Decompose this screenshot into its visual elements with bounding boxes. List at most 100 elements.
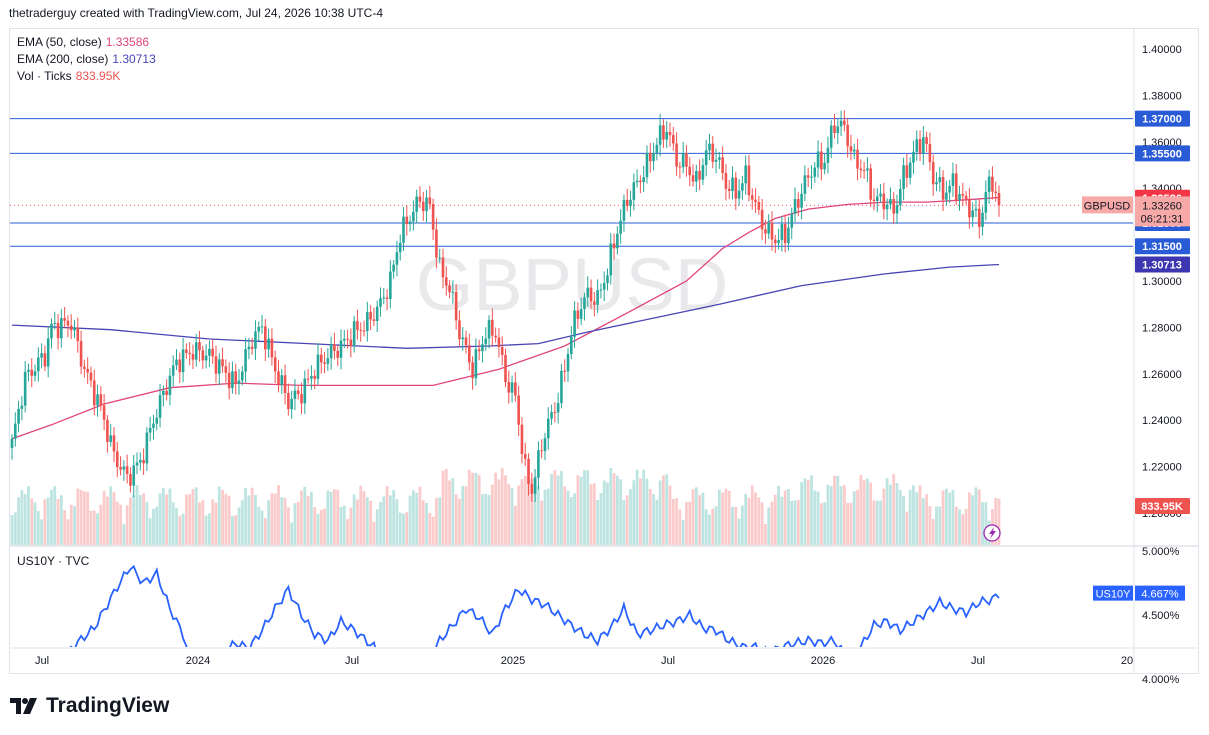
candle-body [247, 346, 251, 350]
candle-body [760, 209, 764, 230]
candle-body [527, 458, 530, 484]
volume-bar [438, 497, 442, 545]
legend-volume[interactable]: Vol · Ticks 833.95K [17, 69, 120, 83]
candle-body [181, 349, 185, 373]
volume-bar [793, 500, 797, 545]
volume-bar [481, 494, 484, 545]
volume-bar [490, 484, 494, 545]
candle-body [296, 390, 300, 395]
volume-bar [296, 501, 300, 545]
candle-body [616, 233, 619, 249]
symbol-watermark: GBPUSD [416, 243, 729, 326]
legend-us10y[interactable]: US10Y · TVC [17, 554, 89, 568]
volume-bar [425, 502, 428, 545]
candle-body [550, 412, 553, 419]
volume-bar [668, 485, 672, 545]
volume-bar [997, 498, 1001, 545]
candle-body [922, 137, 925, 154]
candle-body [264, 326, 267, 350]
candle-body [685, 153, 688, 167]
candle-body [471, 362, 474, 379]
legend-ema200[interactable]: EMA (200, close) 1.30713 [17, 52, 156, 66]
candle-body [73, 327, 76, 331]
volume-bar [750, 485, 754, 545]
candle-body [27, 369, 30, 372]
candle-body [625, 199, 629, 207]
volume-bar [181, 513, 185, 545]
candle-body [464, 337, 468, 346]
volume-bar [550, 473, 553, 545]
candle-body [418, 196, 422, 202]
candle-body [981, 212, 984, 227]
volume-bar [803, 478, 807, 545]
candle-body [162, 390, 165, 395]
candle-body [678, 166, 682, 168]
candle-body [319, 354, 323, 363]
volume-bar [155, 506, 159, 545]
candle-body [369, 312, 372, 320]
candle-body [132, 465, 136, 486]
volume-bar [260, 510, 264, 545]
volume-bar [431, 516, 435, 545]
candle-body [652, 152, 655, 162]
volume-bar [441, 470, 445, 545]
volume-bar [280, 497, 284, 545]
volume-bar [109, 486, 113, 545]
candle-body [987, 176, 991, 193]
volume-bar [513, 505, 517, 545]
candle-body [737, 190, 741, 199]
volume-bar [645, 478, 649, 545]
volume-bar [859, 474, 863, 545]
volume-bar [145, 502, 149, 545]
price-tick: 1.26000 [1142, 369, 1182, 381]
volume-bar [46, 497, 50, 545]
volume-bar [444, 468, 448, 545]
us10y-pane[interactable]: 5.000% 4.500% 4.000% US10Y 4.667% [12, 546, 1185, 688]
candle-body [540, 450, 543, 452]
candle-body [783, 223, 787, 244]
candle-body [119, 467, 122, 470]
price-tick: 1.28000 [1142, 322, 1182, 334]
volume-bar [589, 484, 593, 545]
price-badges: 1.370001.355001.325001.315001.335861.307… [1082, 110, 1190, 514]
legend-ema50[interactable]: EMA (50, close) 1.33586 [17, 35, 149, 49]
horizontal-levels[interactable] [10, 118, 1133, 247]
candle-body [494, 335, 497, 338]
lightning-icon[interactable] [983, 524, 1001, 542]
price-tick: 1.24000 [1142, 415, 1182, 427]
candle-body [69, 325, 73, 331]
candle-body [872, 199, 876, 201]
volume-bar [912, 485, 915, 545]
volume-bar [734, 506, 738, 545]
volume-bar [928, 506, 932, 545]
volume-bar [10, 515, 14, 545]
volume-bar [560, 471, 563, 545]
candle-body [510, 382, 514, 393]
candle-body [711, 143, 715, 162]
candle-body [931, 162, 935, 185]
candle-body [290, 398, 293, 410]
volume-bar [23, 494, 27, 545]
volume-bar [579, 476, 583, 545]
time-axis[interactable]: Jul 2024 Jul 2025 Jul 2026 Jul 20 [35, 655, 1133, 667]
candle-body [415, 196, 418, 212]
candle-body [201, 350, 205, 361]
candle-body [882, 193, 886, 210]
volume-bar [500, 468, 504, 545]
volume-bar [964, 508, 968, 545]
volume-bar [517, 485, 521, 545]
volume-bar [306, 495, 310, 545]
volume-bar [921, 498, 925, 545]
volume-bar [510, 488, 514, 545]
volume-bar [257, 506, 261, 545]
candle-body [889, 198, 892, 205]
tradingview-logo[interactable]: TradingView [10, 694, 169, 718]
volume-bar [543, 489, 547, 545]
time-label: Jul [661, 655, 675, 667]
candle-body [658, 125, 662, 145]
legend-volume-value: 833.95K [75, 69, 121, 83]
candle-body [724, 172, 728, 189]
legend-ema200-label: EMA (200, close) [17, 52, 109, 66]
candle-body [405, 216, 409, 225]
